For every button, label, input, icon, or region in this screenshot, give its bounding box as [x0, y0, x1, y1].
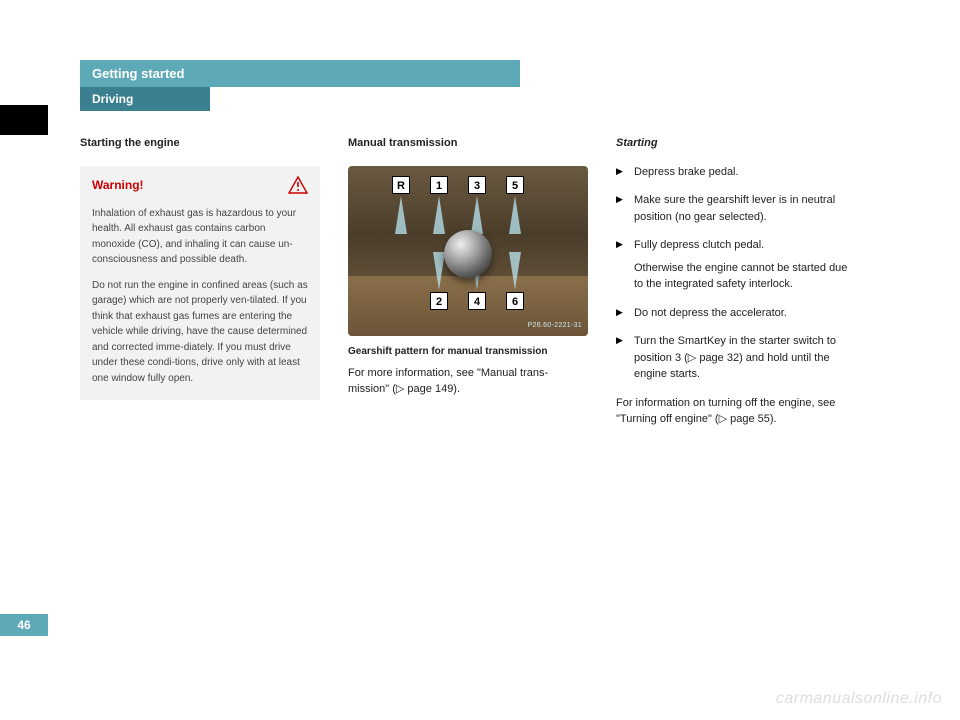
gearshift-diagram: R 1 3 5 2 4 6 P26.60-2221-31: [348, 166, 588, 336]
col1-heading: Starting the engine: [80, 135, 320, 152]
step-list: Depress brake pedal. Make sure the gears…: [616, 164, 856, 254]
step-4: Do not depress the accelerator.: [616, 305, 856, 322]
gear-label-5: 5: [506, 176, 524, 194]
watermark: carmanualsonline.info: [776, 690, 942, 708]
warning-header: Warning!: [80, 166, 320, 202]
step-1: Depress brake pedal.: [616, 164, 856, 181]
warning-label: Warning!: [92, 176, 144, 194]
warning-triangle-icon: [288, 176, 308, 194]
section-header: Driving: [80, 87, 210, 111]
content-columns: Starting the engine Warning! Inhalation …: [80, 135, 880, 428]
arrow-up-icon: [395, 196, 407, 234]
step-5: Turn the SmartKey in the starter switch …: [616, 333, 856, 383]
gear-label-r: R: [392, 176, 410, 194]
column-2: Manual transmission R 1 3 5 2 4 6 P26.60…: [348, 135, 588, 428]
warning-paragraph-2: Do not run the engine in confined areas …: [92, 278, 308, 387]
column-3: Starting Depress brake pedal. Make sure …: [616, 135, 856, 428]
arrow-up-icon: [433, 196, 445, 234]
col2-body: For more information, see "Manual trans-…: [348, 365, 588, 398]
warning-paragraph-1: Inhalation of exhaust gas is hazardous t…: [92, 206, 308, 268]
step-3: Fully depress clutch pedal.: [616, 237, 856, 254]
arrow-up-icon: [471, 196, 483, 234]
column-1: Starting the engine Warning! Inhalation …: [80, 135, 320, 428]
gear-label-2: 2: [430, 292, 448, 310]
gear-label-3: 3: [468, 176, 486, 194]
step-3-note: Otherwise the engine cannot be started d…: [634, 260, 856, 293]
page-content: Getting started Driving Starting the eng…: [80, 60, 880, 428]
page-number: 46: [0, 614, 48, 636]
image-code: P26.60-2221-31: [528, 321, 582, 332]
step-2: Make sure the gearshift lever is in neut…: [616, 192, 856, 225]
arrow-down-icon: [509, 252, 521, 290]
arrow-up-icon: [509, 196, 521, 234]
side-tab: [0, 105, 48, 135]
figure-caption: Gearshift pattern for manual transmissio…: [348, 344, 588, 359]
col3-footer: For information on turning off the engin…: [616, 395, 856, 428]
gear-label-6: 6: [506, 292, 524, 310]
warning-body: Inhalation of exhaust gas is hazardous t…: [80, 202, 320, 401]
arrow-down-icon: [433, 252, 445, 290]
gear-knob-icon: [444, 230, 492, 278]
step-list-2: Do not depress the accelerator. Turn the…: [616, 305, 856, 383]
col2-heading: Manual transmission: [348, 135, 588, 152]
gear-label-1: 1: [430, 176, 448, 194]
gear-label-4: 4: [468, 292, 486, 310]
warning-box: Warning! Inhalation of exhaust gas is ha…: [80, 166, 320, 401]
chapter-header: Getting started: [80, 60, 520, 87]
col3-heading: Starting: [616, 135, 856, 152]
